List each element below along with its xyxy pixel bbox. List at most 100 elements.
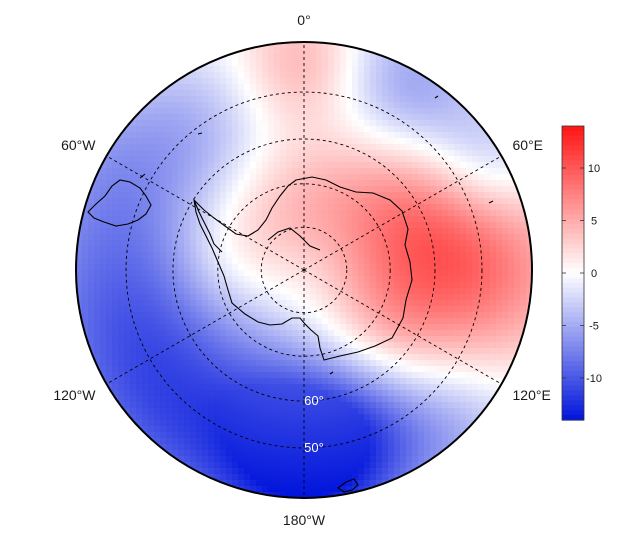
latitude-labels: 60°50° [304,393,324,455]
field-cell [358,492,365,498]
colorbar-swatch [562,400,584,406]
longitude-label: 180°W [283,512,326,528]
field-cell [460,96,467,103]
colorbar-swatch [562,390,584,397]
colorbar-swatch [562,380,584,387]
field-cell [502,150,509,157]
colorbar-swatch [562,150,584,156]
longitude-label: 0° [297,12,310,28]
colorbar-swatch [562,243,584,250]
longitude-label: 60°E [513,137,544,153]
colorbar-swatch [562,312,584,318]
colorbar-swatch [562,165,584,171]
colorbar-swatch [562,415,584,421]
field-cell [148,444,155,451]
colorbar-swatch [562,375,584,382]
field-cell [454,90,461,97]
colorbar-swatch [562,366,584,372]
field-cell [106,138,113,145]
colorbar-swatch [562,273,584,279]
field-cell [520,186,527,193]
field-cell [472,108,479,115]
colorbar-swatch [562,248,584,254]
colorbar-tick-label: -5 [589,321,599,333]
colorbar-swatch [562,160,584,166]
colorbar-swatch [562,179,584,186]
field-cell [508,372,515,379]
colorbar-swatch [562,307,584,313]
islands [139,95,494,375]
field-cell [502,384,509,391]
colorbar-swatch [562,331,584,338]
field-cell [358,42,365,49]
field-cell [478,420,485,427]
meridian-line [106,269,305,385]
field-cell [130,108,137,115]
field-cell [76,204,83,211]
field-cell [208,480,215,487]
colorbar-swatch [562,341,584,348]
field-cell [124,420,131,427]
field-cell [238,492,245,498]
field-cell [184,468,191,475]
colorbar-swatch [562,385,584,392]
colorbar-swatch [562,233,584,240]
field-cell [82,348,89,355]
colorbar-swatch [562,219,584,225]
field-cell [196,474,203,481]
colorbar-tick-label: -10 [586,373,602,385]
colorbar-swatch [562,268,584,274]
field-cell [394,54,401,61]
field-cell [100,384,107,391]
colorbar-gradient [562,126,584,421]
field-cell [76,324,83,331]
colorbar-swatch [562,371,584,377]
field-cell [514,174,521,181]
field-cell [76,330,83,337]
longitude-label: 120°E [513,387,551,403]
field-cell [136,432,143,439]
field-cell [460,438,467,445]
longitude-label: 60°W [61,137,96,153]
field-cell [130,426,137,433]
colorbar-swatch [562,204,584,210]
field-cell [220,48,227,55]
field-cell [526,210,532,217]
ice-shelf-outline [267,227,321,251]
colorbar-swatch [562,155,584,161]
meridian-line [303,269,502,385]
field-cell [496,138,503,145]
field-cell [172,462,179,469]
field-cell [472,426,479,433]
latitude-circle [125,91,483,449]
colorbar-swatch [562,356,584,362]
field-cell [514,360,521,367]
colorbar-swatch [562,199,584,205]
field-cell [382,486,389,493]
colorbar-swatch [562,126,584,132]
field-cell [364,42,371,49]
field-cell [124,114,131,121]
colorbar-swatch [562,322,584,328]
colorbar-swatch [562,292,584,299]
colorbar-swatch [562,209,584,215]
field-cell [418,66,425,73]
latitude-label: 50° [304,440,324,455]
colorbar-swatch [562,189,584,196]
field-cell [496,396,503,403]
colorbar-swatch [562,263,584,269]
field-cell [490,402,497,409]
colorbar-swatch [562,405,584,411]
field-cell [382,48,389,55]
field-cell [184,66,191,73]
field-cell [100,150,107,157]
colorbar-swatch [562,326,584,333]
field-cell [478,114,485,121]
colorbar-swatch [562,317,584,323]
coastlines [87,95,494,493]
field-cell [508,162,515,169]
field-cell [172,72,179,79]
new-zealand-coastline [337,478,359,493]
